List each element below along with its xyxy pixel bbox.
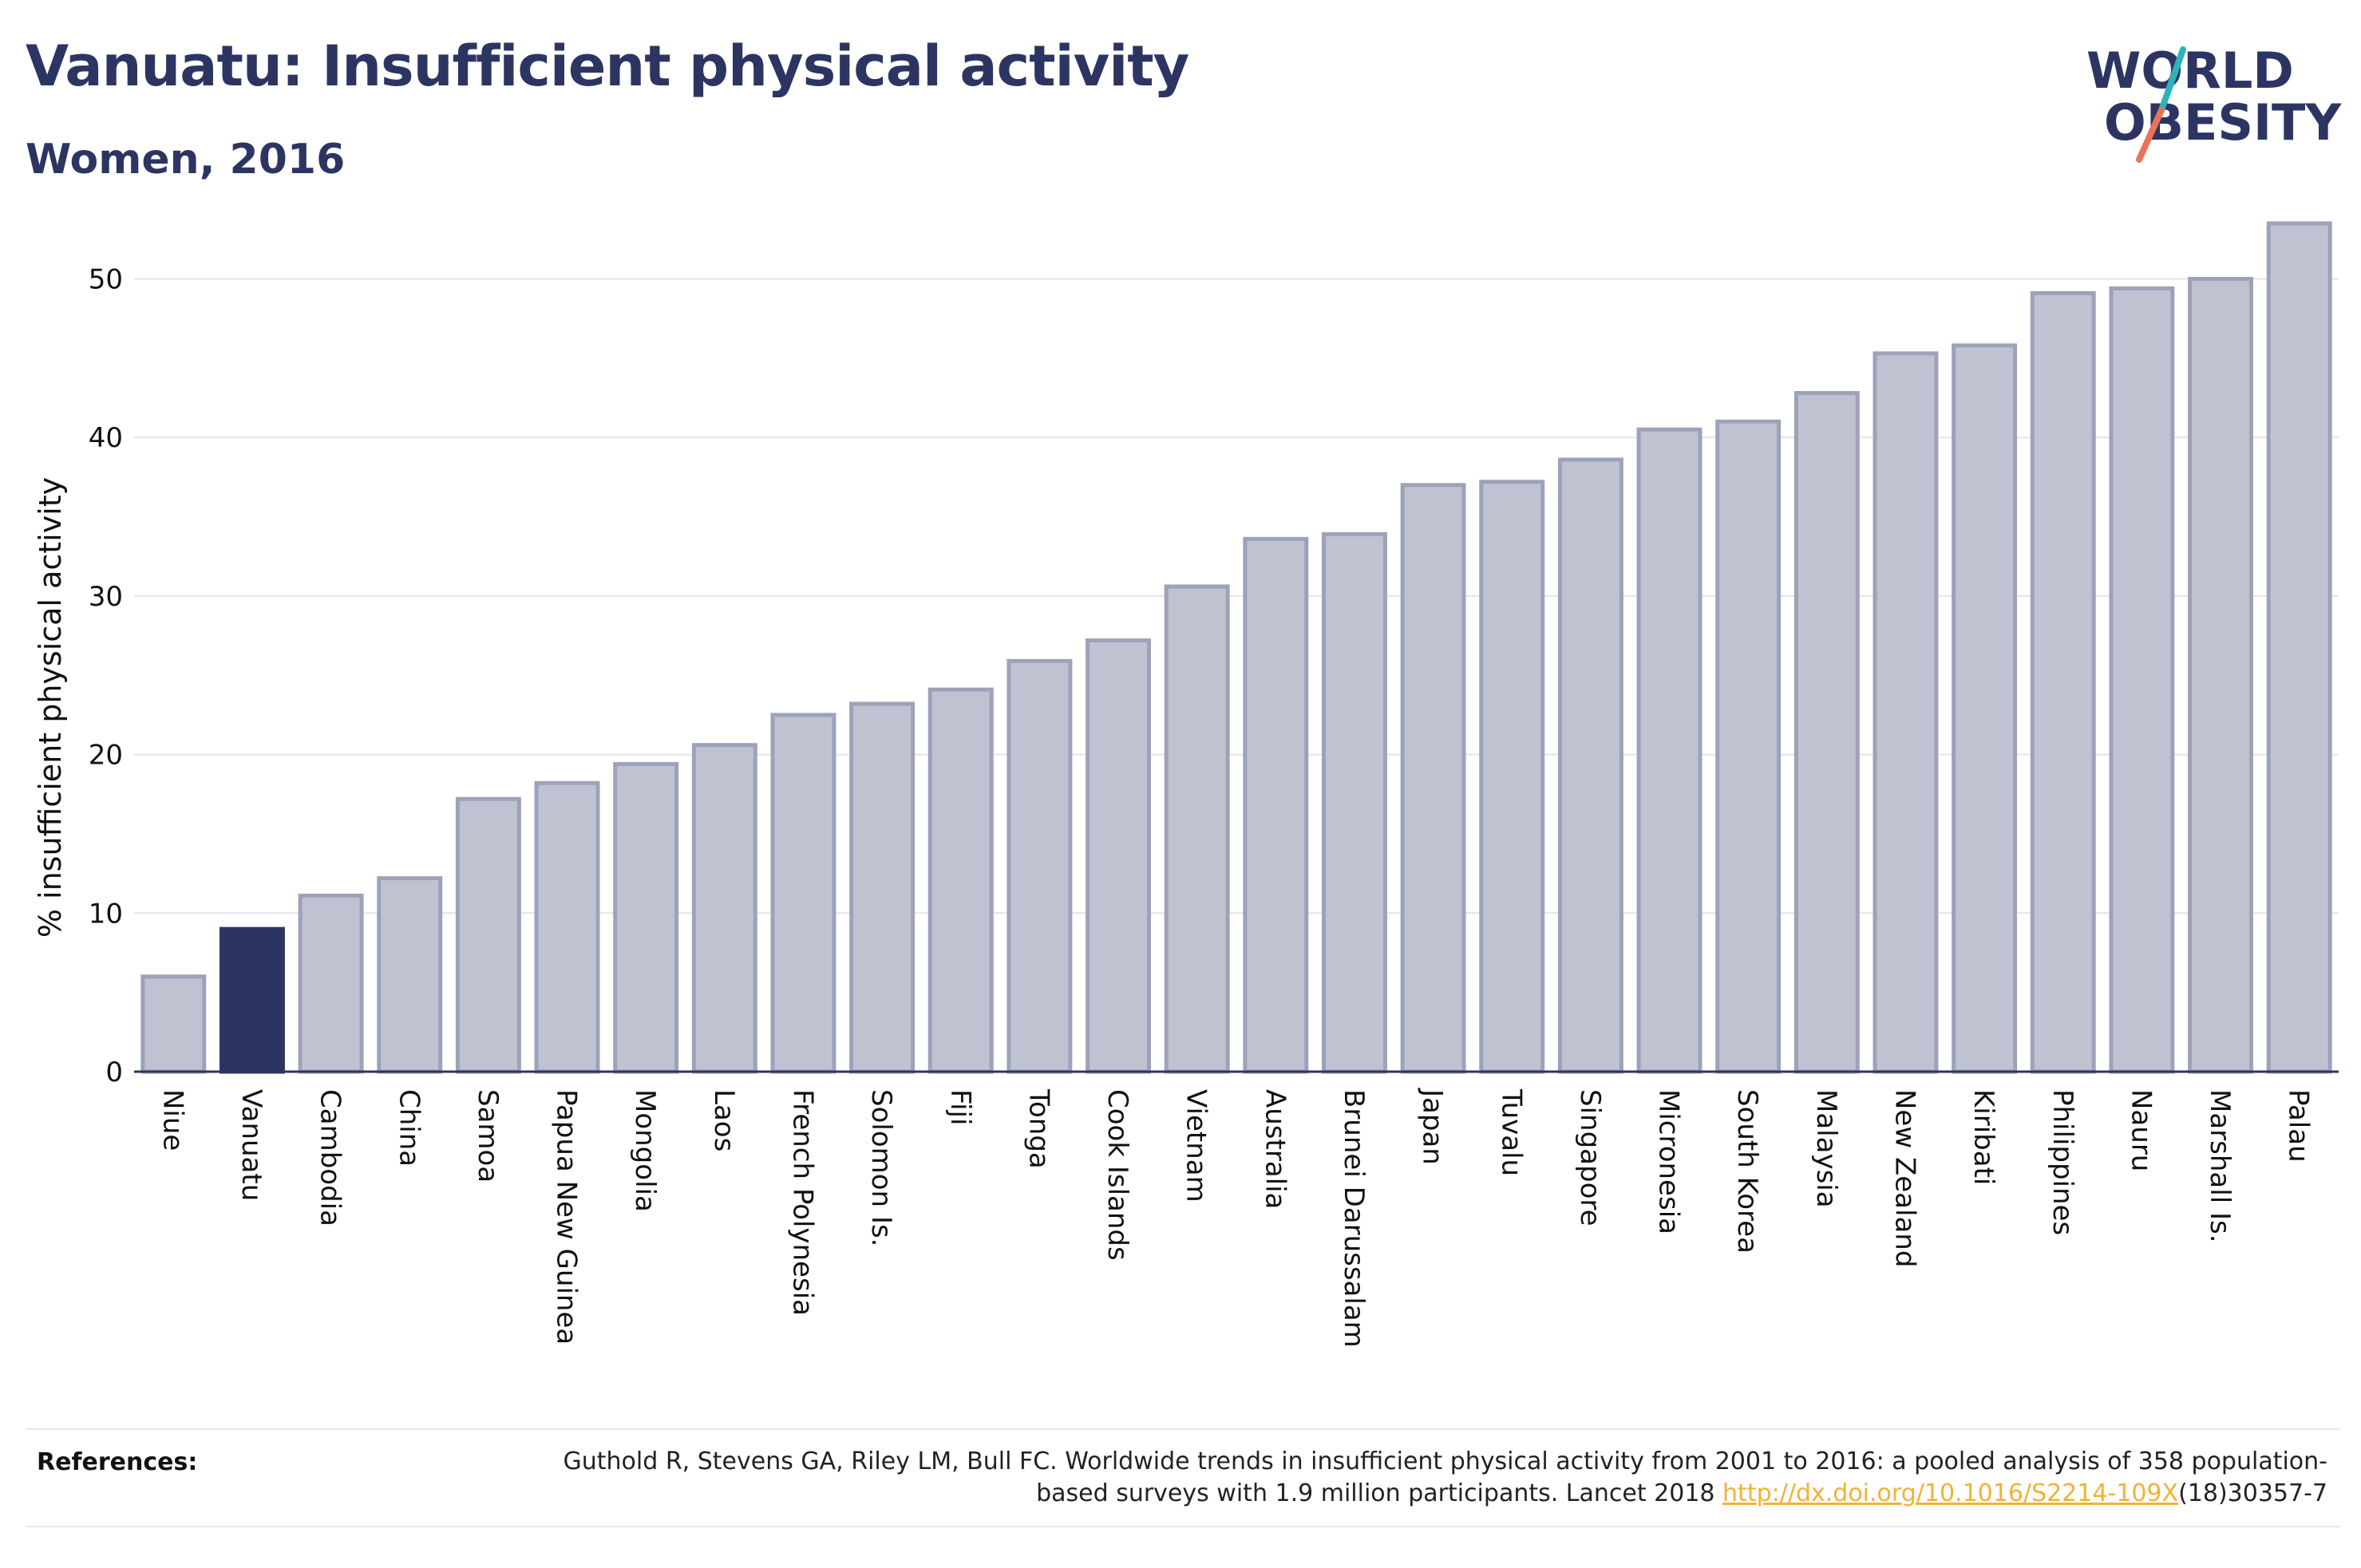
x-category-label: Singapore (1574, 1089, 1606, 1226)
bar-highlighted (219, 926, 285, 1074)
x-category-label: Solomon Is. (865, 1089, 897, 1246)
bar (1636, 427, 1703, 1074)
x-category-label: Samoa (472, 1089, 504, 1183)
x-category-label: French Polynesia (786, 1089, 818, 1316)
citation-suffix: (18)30357-7 (2178, 1479, 2327, 1507)
x-category-label: Australia (1259, 1089, 1291, 1209)
bar (927, 687, 994, 1074)
x-axis-labels: Niue Vanuatu Cambodia China Samoa Papua New G… (156, 1088, 2314, 1348)
y-axis-title: % insufficient physical activity (33, 477, 68, 938)
chart-subtitle: Women, 2016 (26, 136, 346, 184)
references-bottom-rule (26, 1526, 2340, 1527)
x-category-label: Tuvalu (1495, 1088, 1527, 1176)
x-category-label: China (393, 1089, 425, 1167)
x-category-label: Micronesia (1653, 1089, 1685, 1234)
x-category-label: Vanuatu (235, 1089, 267, 1201)
x-category-label: Nauru (2125, 1089, 2157, 1171)
bar (1086, 638, 1152, 1074)
bar (1873, 351, 1939, 1074)
bar (1479, 480, 1545, 1074)
logo-slash-coral (2136, 107, 2165, 163)
bar (2030, 290, 2096, 1074)
x-category-label: Malaysia (1810, 1089, 1842, 1208)
x-category-label: Marshall Is. (2204, 1089, 2236, 1243)
bar (1321, 531, 1387, 1074)
bar (1400, 483, 1466, 1074)
bar (770, 713, 836, 1074)
references-label: References: (37, 1448, 198, 1476)
x-category-label: Papua New Guinea (551, 1089, 583, 1345)
x-category-label: Kiribati (1968, 1089, 1999, 1185)
bar (1952, 343, 2018, 1074)
logo-line1: WORLD (2086, 41, 2294, 100)
x-category-label: Niue (156, 1089, 188, 1151)
x-category-label: Mongolia (629, 1089, 661, 1212)
bar (1793, 391, 1860, 1074)
x-category-label: New Zealand (1888, 1089, 1920, 1267)
y-tick-label: 50 (89, 263, 123, 295)
bar (534, 780, 600, 1074)
bar (1715, 419, 1782, 1074)
bar (455, 796, 521, 1074)
bar (849, 701, 916, 1074)
bar (140, 974, 207, 1074)
bar (2266, 221, 2332, 1074)
bar (298, 893, 364, 1074)
x-category-label: Japan (1417, 1088, 1449, 1165)
x-category-label: Cambodia (314, 1089, 346, 1226)
citation-doi-link[interactable]: http://dx.doi.org/10.1016/S2214-109X (1722, 1479, 2179, 1507)
x-category-label: Cook Islands (1101, 1089, 1133, 1261)
bar (1243, 536, 1309, 1074)
references-top-rule (26, 1428, 2340, 1430)
bar-chart: 0 10 20 30 40 50 Niue Vanuatu Cambodia China Samo… (33, 221, 2339, 1348)
x-category-label: Palau (2283, 1089, 2315, 1163)
x-category-label: South Korea (1731, 1089, 1763, 1254)
x-category-label: Fiji (944, 1089, 976, 1125)
bar (613, 762, 679, 1074)
bar (691, 743, 757, 1074)
x-category-label: Philippines (2047, 1089, 2078, 1235)
citation-text: Guthold R, Stevens GA, Riley LM, Bull FC… (563, 1448, 2327, 1507)
y-tick-label: 20 (89, 740, 123, 772)
world-obesity-logo: WORLD OBESITY (2086, 41, 2342, 163)
y-tick-label: 40 (89, 422, 123, 454)
y-tick-label: 10 (89, 898, 123, 930)
x-category-label: Tonga (1022, 1088, 1054, 1169)
x-category-label: Laos (708, 1089, 740, 1151)
bars (140, 221, 2332, 1074)
bar (1557, 457, 1623, 1074)
bar (2188, 276, 2254, 1074)
bar (1006, 658, 1073, 1074)
x-category-label: Vietnam (1180, 1089, 1212, 1203)
y-tick-label: 30 (89, 581, 123, 613)
y-tick-label: 0 (105, 1057, 123, 1088)
bar (2109, 286, 2175, 1074)
bar (1164, 584, 1230, 1074)
y-axis-ticks: 0 10 20 30 40 50 (89, 263, 123, 1088)
chart-title: Vanuatu: Insufficient physical activity (26, 34, 1189, 99)
bar (377, 876, 443, 1074)
x-category-label: Brunei Darussalam (1338, 1089, 1370, 1348)
logo-slash-teal (2158, 46, 2186, 113)
references-citation: Guthold R, Stevens GA, Riley LM, Bull FC… (492, 1446, 2327, 1510)
